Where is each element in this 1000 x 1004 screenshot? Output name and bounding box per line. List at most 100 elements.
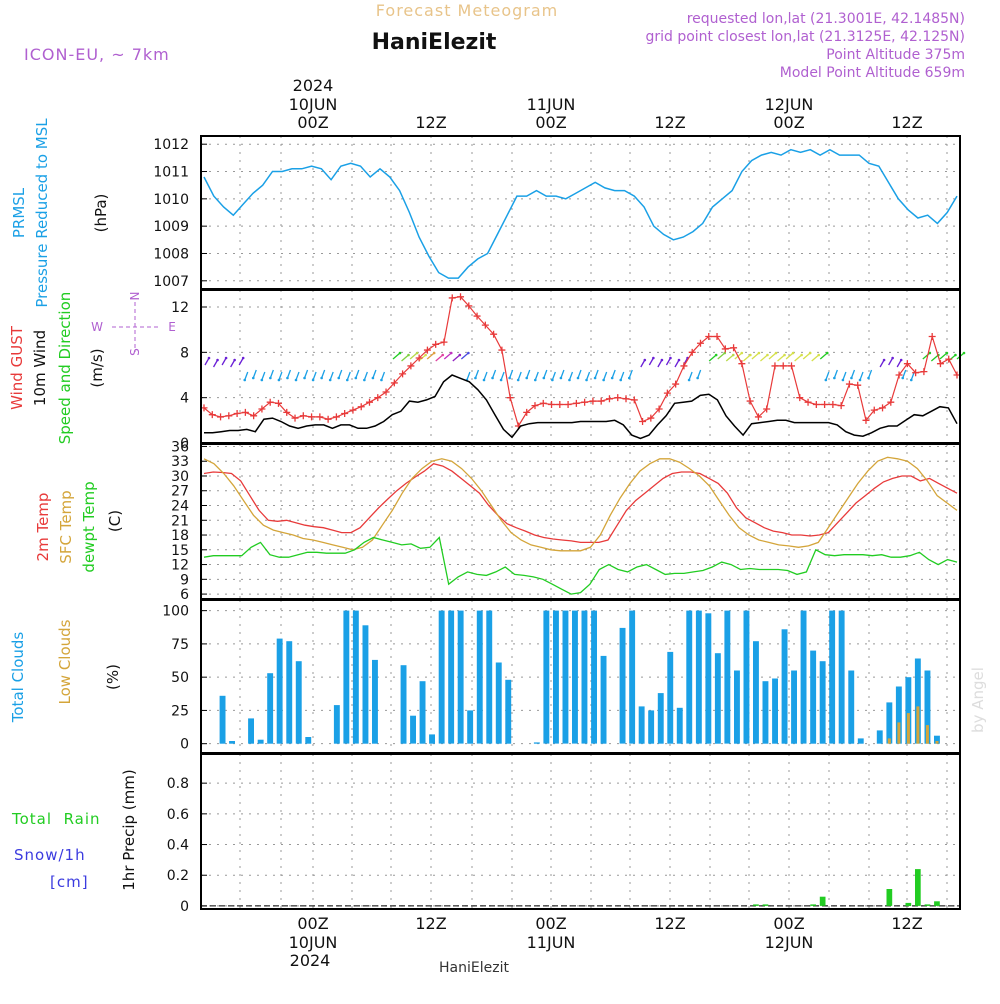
precip-frame xyxy=(200,753,961,910)
bottom-day-label: 11JUN xyxy=(527,933,576,952)
gust-point xyxy=(672,380,680,388)
wind-arrow xyxy=(628,369,633,379)
bottom-hour-label: 12Z xyxy=(891,914,922,933)
wind-arrow xyxy=(401,354,409,362)
gust-point xyxy=(473,312,481,320)
precip-panel: 0 0.2 0.4 0.6 0.8 1hr Precip (mm) Total Rain… xyxy=(11,753,961,915)
gust-point xyxy=(912,369,920,377)
wind-arrow-head xyxy=(371,376,375,380)
speed-direction-label: Speed and Direction xyxy=(56,292,74,445)
wind-arrow xyxy=(922,352,931,360)
wind-arrow xyxy=(708,354,717,362)
temp2m-line xyxy=(203,462,958,544)
wind-arrow xyxy=(888,357,894,366)
wind-arrow xyxy=(543,369,548,379)
low-clouds-bar xyxy=(887,738,891,744)
wind-arrow xyxy=(640,359,646,368)
gust-point xyxy=(622,395,630,403)
wind-arrow xyxy=(269,369,274,379)
wind-arrow xyxy=(355,369,360,379)
low-clouds-bar xyxy=(897,722,901,744)
rain-bar xyxy=(934,901,940,906)
ytick-label: 0.8 xyxy=(167,776,189,792)
ytick-label: 27 xyxy=(171,484,189,500)
clouds-frame xyxy=(200,599,961,754)
wind-arrow-head xyxy=(945,351,949,355)
wind-arrow-head xyxy=(627,376,631,380)
wind-arrow xyxy=(802,352,811,360)
wind-arrows xyxy=(204,351,966,382)
wind-arrow xyxy=(785,352,794,360)
wind-frame xyxy=(200,289,961,444)
precip-ylabel: 1hr Precip (mm) xyxy=(120,769,138,890)
wind-arrow xyxy=(568,371,574,381)
bottom-hour-label: 00Z xyxy=(773,914,804,933)
bottom-hour-label: 00Z xyxy=(535,914,566,933)
gust-point xyxy=(688,348,696,356)
wind-arrow-head xyxy=(363,378,366,382)
gust-point xyxy=(680,362,688,370)
wind-arrow-head xyxy=(766,353,769,357)
total-clouds-bar xyxy=(295,661,302,744)
rain-bar xyxy=(762,904,769,906)
total-clouds-bar xyxy=(457,610,464,744)
gust-point xyxy=(531,402,539,410)
total-clouds-bar xyxy=(505,679,512,744)
wind-arrow-head xyxy=(415,351,419,355)
wind-arrow xyxy=(930,354,939,362)
pressure-line xyxy=(203,148,958,279)
wind-arrow-head xyxy=(424,353,427,357)
wind-arrow xyxy=(252,369,257,379)
wind-arrow xyxy=(346,371,351,381)
gust-point xyxy=(432,340,440,348)
ytick-label: 1007 xyxy=(153,274,189,290)
total-clouds-bar xyxy=(581,610,588,744)
top-hour-label: 12Z xyxy=(654,113,685,132)
gust-point xyxy=(316,413,324,421)
gust-point xyxy=(341,410,349,418)
wind-arrow-head xyxy=(491,376,494,380)
total-clouds-bar xyxy=(895,686,902,744)
clouds-grid xyxy=(201,600,960,753)
wind-arrow xyxy=(760,354,768,362)
wind-arrow-head xyxy=(482,378,486,382)
wind-arrow xyxy=(603,371,608,381)
total-clouds-bar xyxy=(914,658,921,744)
total-clouds-bar xyxy=(829,610,836,744)
wind-arrow-head xyxy=(825,351,829,355)
wind-arrow-head xyxy=(398,351,402,355)
wind-arrow xyxy=(500,371,505,381)
gust-point xyxy=(581,398,589,406)
gust-point xyxy=(763,405,771,413)
gust-point xyxy=(738,360,746,368)
pressure-panel: 1007 1008 1009 1010 1011 1012 (hPa) PRMSL Pre… xyxy=(10,118,961,308)
precip-series xyxy=(201,869,960,907)
gust-point xyxy=(862,416,870,424)
gust-point xyxy=(945,355,953,363)
ytick-label: 0.6 xyxy=(167,807,189,823)
rain-bar xyxy=(810,904,816,906)
gust-point xyxy=(365,398,373,406)
temperature-series xyxy=(203,456,958,595)
gust-point xyxy=(854,381,862,389)
total-clouds-bar xyxy=(924,670,931,744)
wind-arrow xyxy=(742,354,751,362)
sfc-temp-label: SFC Temp xyxy=(57,490,75,563)
gust-point xyxy=(423,346,431,354)
rain-bar xyxy=(915,869,921,906)
wind-arrow-head xyxy=(568,378,571,382)
low-clouds-bar xyxy=(906,713,910,744)
gust-point xyxy=(895,371,903,379)
ytick-label: 1010 xyxy=(153,192,189,208)
total-clouds-bar xyxy=(553,610,559,744)
total-clouds-bar xyxy=(267,673,274,744)
gust-point xyxy=(572,399,580,407)
wind-arrow-head xyxy=(432,351,436,355)
gust-point xyxy=(936,360,944,368)
gust-point xyxy=(663,389,671,397)
gust-point xyxy=(812,400,820,408)
total-clouds-bar xyxy=(257,739,264,744)
wind-ylabel: (m/s) xyxy=(88,348,106,387)
gust-point xyxy=(754,413,762,421)
wind-arrow-head xyxy=(643,358,647,362)
